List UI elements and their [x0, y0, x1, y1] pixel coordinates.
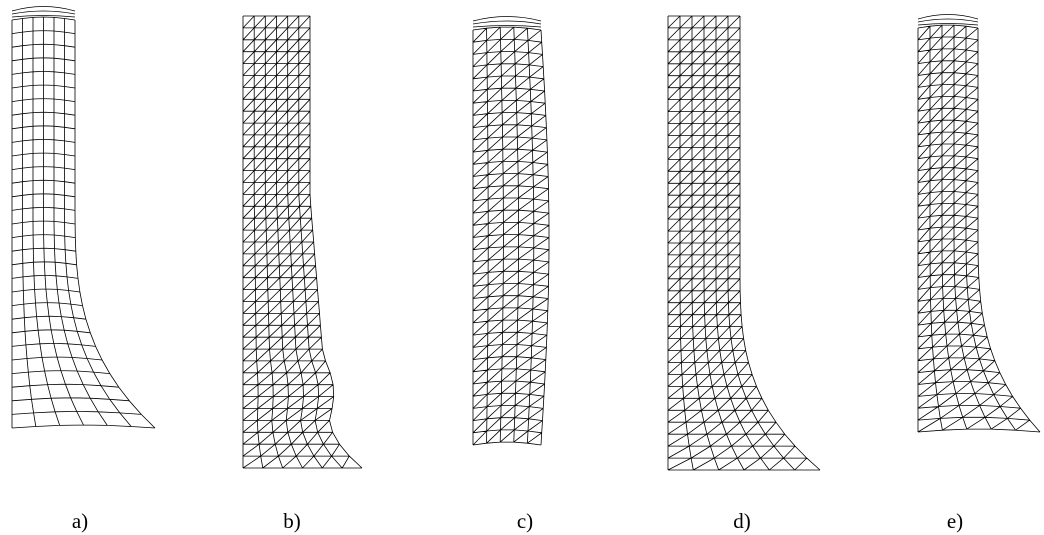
panel-label: c): [517, 509, 533, 533]
panel-label: e): [947, 509, 963, 533]
mesh: [473, 17, 549, 446]
panel-label: b): [283, 509, 301, 533]
mesh: [918, 15, 1040, 433]
panel-label: a): [72, 509, 88, 533]
figure: a) b) c) d) e): [0, 0, 1044, 535]
panel-label: d): [733, 509, 751, 533]
mesh: [12, 7, 155, 429]
mesh: [243, 16, 362, 468]
mesh: [668, 16, 820, 470]
